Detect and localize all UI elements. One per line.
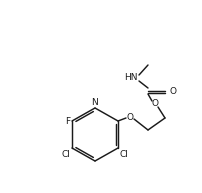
Text: HN: HN	[124, 74, 138, 82]
Text: O: O	[169, 86, 176, 96]
Text: N: N	[92, 98, 98, 107]
Text: F: F	[65, 117, 70, 125]
Text: O: O	[152, 100, 159, 108]
Text: Cl: Cl	[61, 150, 70, 159]
Text: Cl: Cl	[120, 150, 129, 159]
Text: O: O	[126, 113, 134, 123]
